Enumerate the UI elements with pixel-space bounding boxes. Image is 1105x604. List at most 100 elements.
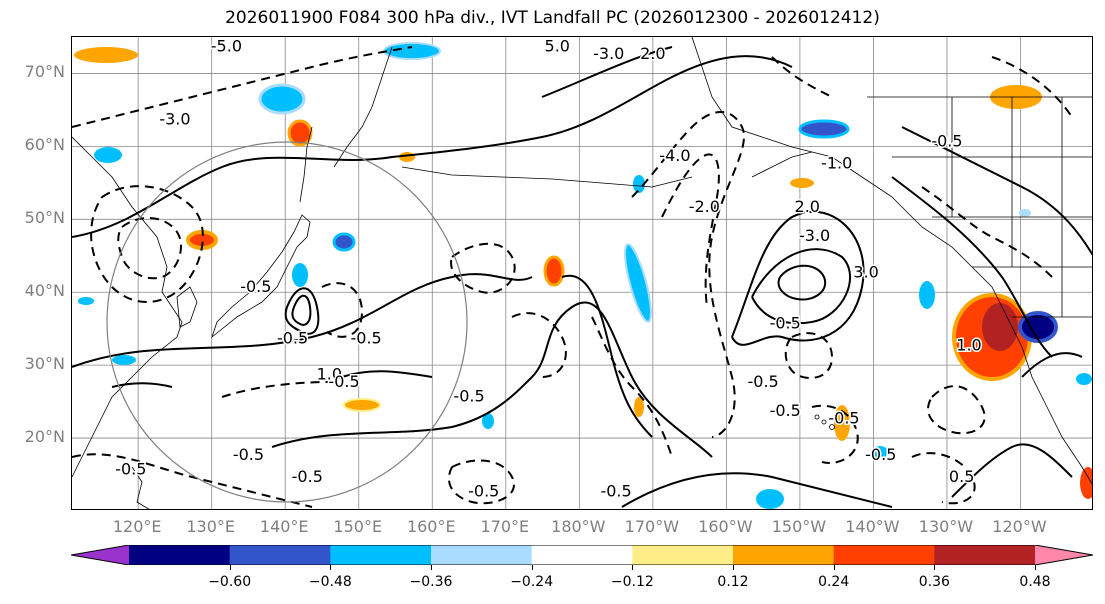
colorbar-tick-label: −0.60 xyxy=(208,574,252,590)
div-shade-blob xyxy=(343,398,381,412)
div-shade-blob xyxy=(94,147,122,163)
div-shade-blob xyxy=(798,119,850,139)
contour-label: 1.0 xyxy=(956,336,981,355)
map-panel: -3.0 -0.5 -0.5 -0.5 1.0 -0.5 -0.5 -0.5 -0.5 -0.5-… xyxy=(71,36,1093,510)
colorbar-segment xyxy=(733,545,835,565)
contour-label: -0.5 xyxy=(328,372,359,391)
div-shade-blob xyxy=(287,119,313,147)
div-shade-blob xyxy=(543,255,565,287)
lat-label: 30°N xyxy=(24,354,65,374)
lon-label: 150°E xyxy=(333,517,383,536)
contour-label: 2.0 xyxy=(795,197,820,216)
colorbar-segment xyxy=(129,545,231,565)
contour-label: 3.0 xyxy=(853,263,878,282)
div-shade-blob xyxy=(292,263,308,287)
divergence-shading xyxy=(74,42,1092,509)
colorbar-segment xyxy=(1035,545,1093,565)
colorbar-tickmark xyxy=(934,565,936,570)
divergence-contours xyxy=(72,46,1092,508)
contour-label: 2.0 xyxy=(640,44,665,63)
contour-label: -0.5 xyxy=(233,445,264,464)
colorbar-tickmark xyxy=(531,565,533,570)
map-canvas: -3.0-0.5-0.5 -0.51.0-0.5-0.5-0.5-0.5-0.5-… xyxy=(72,37,1092,509)
contour-label: -3.0 xyxy=(593,44,624,63)
contour-label: -0.5 xyxy=(292,467,323,486)
lat-label: 50°N xyxy=(24,208,65,228)
colorbar-tick-label: 0.36 xyxy=(918,574,950,590)
lon-label: 170°W xyxy=(624,517,680,536)
colorbar-segment xyxy=(531,545,633,565)
contour-label: 5.0 xyxy=(545,37,570,56)
div-shade-blob xyxy=(633,175,645,193)
contour-label: -0.5 xyxy=(350,328,381,347)
colorbar-tickmark xyxy=(330,565,332,570)
div-shade-blob xyxy=(634,397,644,417)
contour-label: -0.5 xyxy=(865,445,896,464)
contour-label: -0.5 xyxy=(115,460,146,479)
div-shade-blob xyxy=(78,297,94,305)
contour-label: -3.0 xyxy=(799,226,830,245)
div-shade-blob xyxy=(1080,467,1092,499)
colorbar-tick-label: −0.24 xyxy=(510,574,554,590)
contour-label: -0.5 xyxy=(240,277,271,296)
colorbar-segment xyxy=(229,545,331,565)
colorbar-tick-label: −0.36 xyxy=(409,574,453,590)
contour-label: -5.0 xyxy=(211,37,242,56)
colorbar-tickmark xyxy=(733,565,734,570)
colorbar-tick-label: −0.12 xyxy=(610,574,654,590)
div-shade-blob xyxy=(756,489,784,509)
div-shade-blob xyxy=(1076,373,1092,385)
lon-label: 170°E xyxy=(480,517,530,536)
contour-label: -2.0 xyxy=(689,197,720,216)
contour-label: -0.5 xyxy=(453,387,484,406)
landfall-radius-circle xyxy=(106,141,468,503)
lon-label: 140°W xyxy=(845,517,900,536)
contour-label: -0.5 xyxy=(277,328,308,347)
colorbar-segment xyxy=(330,545,432,565)
div-shade-blob xyxy=(624,243,652,323)
div-shade-blob xyxy=(790,178,814,188)
contour-label: -1.0 xyxy=(821,153,852,172)
div-shade-blob xyxy=(258,83,306,115)
lon-label: 150°W xyxy=(771,517,827,536)
contour-label: 1.0 xyxy=(317,365,342,384)
colorbar-segment xyxy=(632,545,734,565)
lat-label: 20°N xyxy=(24,427,65,447)
colorbar-segment xyxy=(431,545,533,565)
colorbar-tick-label: 0.48 xyxy=(1019,574,1051,590)
div-shade-blob xyxy=(74,47,138,63)
map-title: 2026011900 F084 300 hPa div., IVT Landfa… xyxy=(225,8,880,28)
colorbar-segment xyxy=(833,545,935,565)
div-shade-blob xyxy=(332,232,356,252)
colorbar-tick-label: 0.12 xyxy=(717,574,749,590)
colorbar-tickmark xyxy=(431,565,432,570)
div-shade-blob xyxy=(872,446,888,458)
lon-label: 130°E xyxy=(186,517,236,536)
contour-label: -4.0 xyxy=(659,146,690,165)
lon-label: 180°W xyxy=(551,517,606,536)
lat-label: 60°N xyxy=(24,135,65,155)
colorbar-tick-label: −0.48 xyxy=(308,574,352,590)
colorbar xyxy=(71,545,1093,565)
lon-label: 160°E xyxy=(406,517,456,536)
colorbar-segment xyxy=(934,545,1036,565)
div-shade-blob xyxy=(919,281,935,309)
contour-label: -0.5 xyxy=(748,372,779,391)
div-shade-blob xyxy=(482,413,494,429)
lon-label: 120°E xyxy=(112,517,162,536)
colorbar-tickmark xyxy=(833,565,835,570)
contour-label: -0.5 xyxy=(770,314,801,333)
contour-labels: -3.0-0.5-0.5 -0.51.0-0.5-0.5-0.5-0.5-0.5-… xyxy=(114,37,984,502)
lat-label: 40°N xyxy=(24,281,65,301)
colorbar-tickmark xyxy=(632,565,634,570)
colorbar-segment xyxy=(71,545,129,565)
div-shade-blob xyxy=(1019,209,1031,217)
lat-label: 70°N xyxy=(24,62,65,82)
lon-label: 130°W xyxy=(918,517,974,536)
contour-label: -0.5 xyxy=(468,481,499,500)
contour-label: -0.5 xyxy=(828,408,859,427)
colorbar-tickmark xyxy=(229,565,231,570)
contour-label: -0.5 xyxy=(931,131,962,150)
graticule xyxy=(72,37,1092,509)
contour-label: -0.5 xyxy=(600,481,631,500)
